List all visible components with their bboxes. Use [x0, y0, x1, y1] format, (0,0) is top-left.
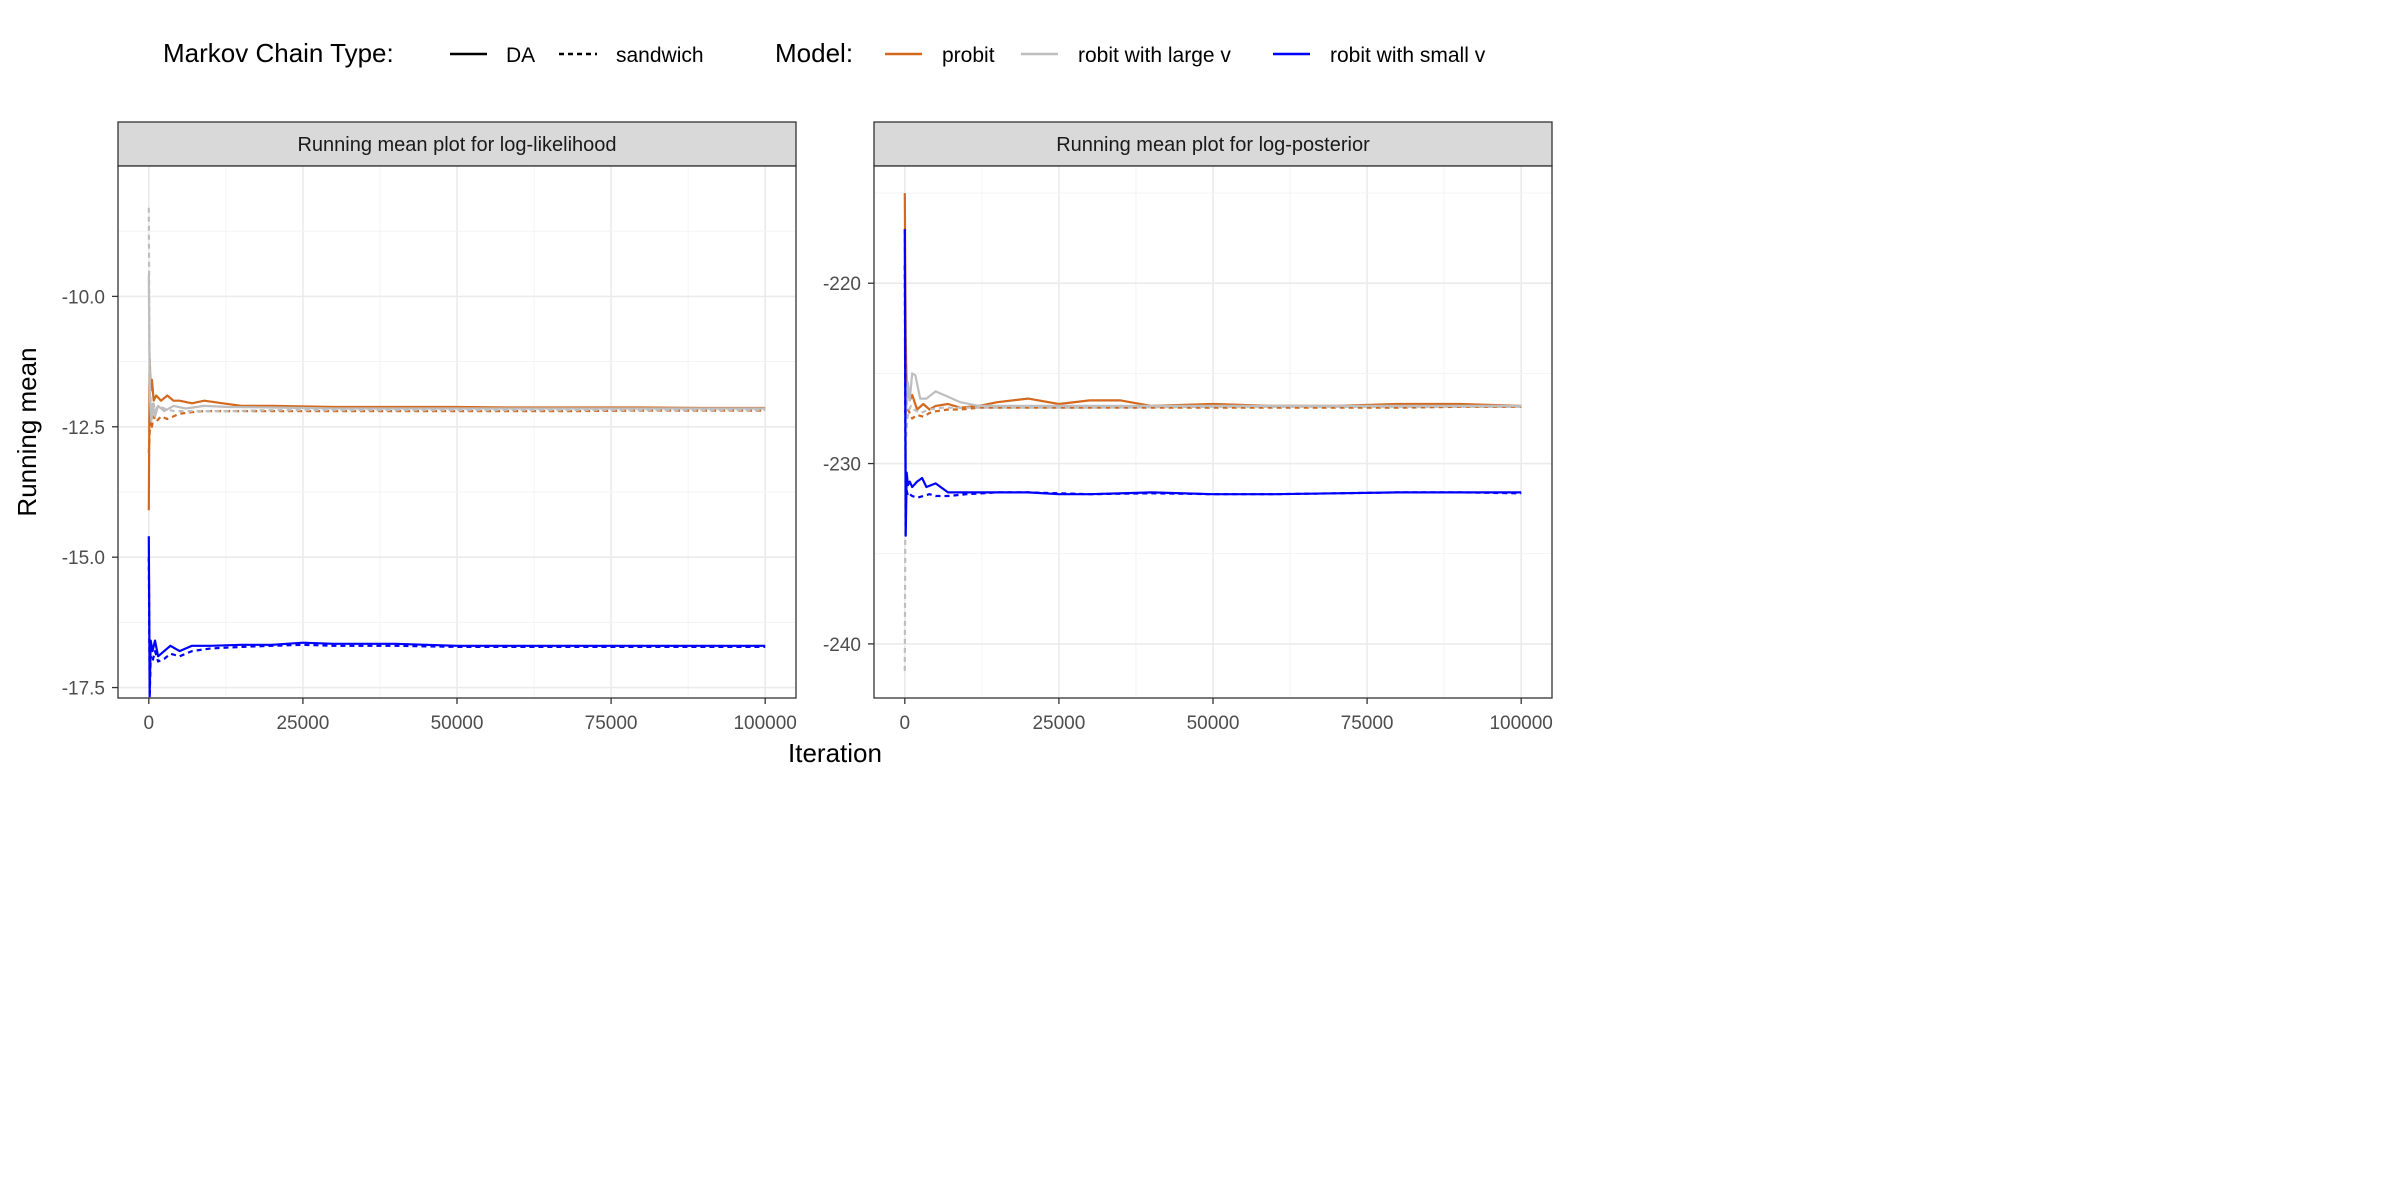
x-tick-label: 25000 [276, 713, 329, 734]
panel-2: Running mean plot for log-posterior 0 2500… [823, 121, 1553, 734]
chart-root: Markov Chain Type: DA sandwich Model: probit… [0, 0, 1568, 784]
x-tick-label: 75000 [1341, 713, 1394, 734]
x-tick-label: 75000 [585, 713, 638, 734]
y-tick-label: -230 [823, 455, 861, 476]
series-line-robit-with-small-v-da [147, 536, 766, 694]
y-tick-label: -17.5 [62, 679, 105, 700]
x-tick-label: 50000 [1187, 713, 1240, 734]
series-line-robit-with-large-v-sandwich [903, 404, 1522, 671]
series-group [903, 193, 1522, 671]
legend-label-robit-with-small-v: robit with small v [1330, 44, 1486, 67]
x-tick-label: 100000 [1489, 713, 1552, 734]
panel-1: Running mean plot for log-likelihood 0 250… [62, 121, 797, 734]
y-tick-label: -220 [823, 274, 861, 295]
legend-label-da: DA [506, 44, 535, 67]
x-tick-label: 0 [900, 713, 911, 734]
legend-label-probit: probit [942, 44, 995, 67]
y-axis-title: Running mean [12, 347, 42, 516]
series-line-robit-with-large-v-da [903, 337, 1522, 420]
legend-chain-title: Markov Chain Type: [163, 38, 394, 68]
series-line-robit-with-large-v-da [147, 275, 766, 423]
legend-model-title: Model: [775, 38, 853, 68]
chart-figure: Markov Chain Type: DA sandwich Model: probit… [12, 38, 1553, 768]
x-tick-label: 50000 [431, 713, 484, 734]
y-tick-label: -12.5 [62, 418, 105, 439]
x-tick-label: 100000 [733, 713, 796, 734]
series-line-robit-with-small-v-da [903, 229, 1522, 537]
panels: Running mean plot for log-likelihood 0 250… [62, 121, 1553, 734]
y-tick-label: -10.0 [62, 287, 105, 308]
legend-label-robit-with-large-v: robit with large v [1078, 44, 1231, 67]
legend-label-sandwich: sandwich [616, 44, 704, 67]
panel-title: Running mean plot for log-likelihood [297, 134, 616, 156]
panel-title: Running mean plot for log-posterior [1056, 134, 1370, 156]
legend: Markov Chain Type: DA sandwich Model: probit… [163, 38, 1486, 68]
axis-ticks: 0 25000 50000 75000 100000 -240 -230 -220 [823, 274, 1553, 734]
x-tick-label: 0 [144, 713, 155, 734]
series-line-robit-with-small-v-sandwich [903, 265, 1522, 501]
panel-strip [117, 121, 797, 167]
series-line-probit-sandwich [903, 229, 1522, 420]
x-axis-title: Iteration [788, 738, 882, 768]
y-tick-label: -15.0 [62, 548, 105, 569]
y-tick-label: -240 [823, 635, 861, 656]
panel-strip [873, 121, 1553, 167]
series-line-robit-with-large-v-sandwich [147, 207, 766, 413]
series-group [147, 207, 766, 698]
series-line-robit-with-small-v-sandwich [147, 557, 766, 698]
x-tick-label: 25000 [1032, 713, 1085, 734]
axis-ticks: 0 25000 50000 75000 100000 -17.5 -15.0 -12.5 -10… [62, 287, 797, 734]
